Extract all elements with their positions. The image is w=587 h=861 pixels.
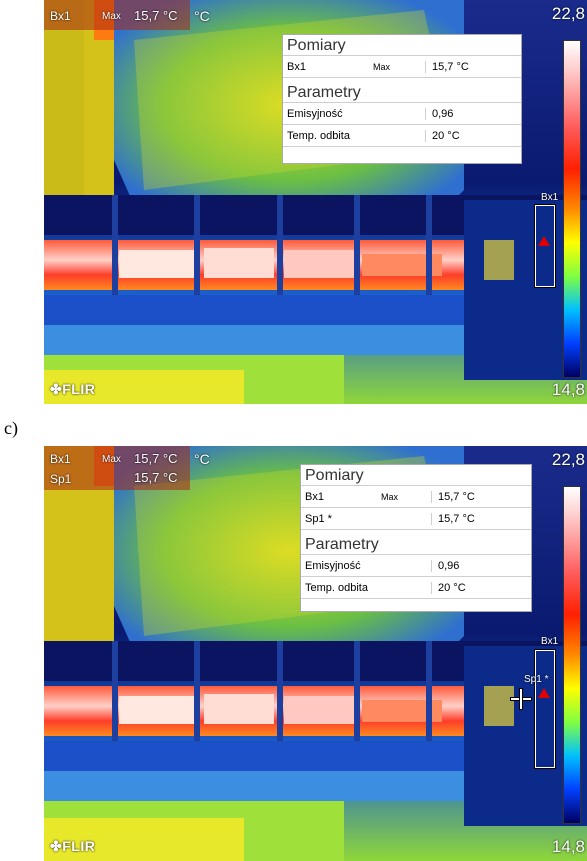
measurement-name: Bx1 — [287, 60, 306, 73]
params-title: Parametry — [287, 84, 361, 101]
params-title: Parametry — [305, 536, 379, 553]
measurement-name: Sp1 * — [305, 512, 332, 525]
flir-logo-text: FLIR — [62, 381, 96, 397]
measurement-name: Bx1 — [305, 490, 324, 503]
overlay-row-value: 15,7 °C — [134, 451, 178, 466]
measurement-panel: Pomiary Bx1 Max 15,7 °C Parametry Emisyj… — [282, 34, 522, 164]
flir-logo: ✤FLIR — [50, 838, 96, 854]
measurement-mode: Max — [373, 61, 391, 72]
temperature-scale-bar — [563, 40, 581, 378]
measurement-mode: Max — [381, 491, 399, 502]
thermal-image-1: Bx1 Max 15,7 °C °C 22,8 14,8 ✤FLIR Bx1 P… — [44, 0, 587, 404]
param-name: Emisyjność — [287, 107, 343, 120]
measurement-row: Bx1 Max 15,7 °C — [283, 55, 521, 78]
overlay-row-value: 15,7 °C — [134, 8, 178, 23]
param-value: 20 °C — [431, 581, 466, 594]
roi-box-label: Bx1 — [541, 636, 559, 647]
temperature-scale-bar — [563, 486, 581, 824]
scale-max-value: 22,8 — [551, 450, 585, 469]
overlay-row-mode: Max — [102, 454, 121, 465]
scale-max-value: 22,8 — [551, 4, 585, 23]
measurement-value: 15,7 °C — [425, 60, 469, 73]
overlay-unit: °C — [194, 451, 210, 467]
param-name: Temp. odbita — [287, 129, 350, 142]
scale-min-value: 14,8 — [551, 837, 585, 856]
overlay-unit: °C — [194, 8, 210, 24]
overlay-readout: Bx1 Max 15,7 °C °C Sp1 15,7 °C — [44, 446, 587, 490]
max-marker-icon — [538, 688, 550, 698]
param-row: Temp. odbita 20 °C — [283, 125, 521, 147]
measurement-row: Sp1 * 15,7 °C — [301, 508, 531, 530]
param-value: 0,96 — [431, 559, 459, 572]
section-label: c) — [4, 418, 18, 438]
param-name: Temp. odbita — [305, 581, 368, 594]
measurement-value: 15,7 °C — [431, 512, 475, 525]
spot-crosshair-icon[interactable] — [511, 689, 531, 709]
measurement-row: Bx1 Max 15,7 °C — [301, 485, 531, 508]
roi-box[interactable] — [535, 205, 555, 287]
thermal-image-2: Bx1 Max 15,7 °C °C Sp1 15,7 °C 22,8 14,8… — [44, 446, 587, 861]
measurements-title: Pomiary — [287, 37, 346, 54]
overlay-readout: Bx1 Max 15,7 °C °C — [44, 0, 587, 30]
overlay-row-label: Bx1 — [50, 9, 71, 23]
measurement-panel: Pomiary Bx1 Max 15,7 °C Sp1 * 15,7 °C Pa… — [300, 464, 532, 612]
overlay-row-label: Bx1 — [50, 452, 71, 466]
flir-logo: ✤FLIR — [50, 381, 96, 397]
roi-box-label: Bx1 — [541, 192, 559, 203]
overlay-row-value: 15,7 °C — [134, 470, 178, 485]
spot-label: Sp1 * — [524, 674, 549, 685]
roi-box[interactable] — [535, 650, 555, 768]
param-name: Emisyjność — [305, 559, 361, 572]
measurements-title: Pomiary — [305, 467, 364, 484]
param-value: 20 °C — [425, 129, 460, 142]
overlay-row-mode: Max — [102, 11, 121, 22]
param-row: Emisyjność 0,96 — [301, 554, 531, 577]
flir-logo-text: FLIR — [62, 838, 96, 854]
measurement-value: 15,7 °C — [431, 490, 475, 503]
scale-min-value: 14,8 — [551, 380, 585, 399]
overlay-row-label: Sp1 — [50, 472, 72, 486]
param-row: Emisyjność 0,96 — [283, 102, 521, 125]
param-row: Temp. odbita 20 °C — [301, 577, 531, 599]
max-marker-icon — [538, 236, 550, 246]
param-value: 0,96 — [425, 107, 453, 120]
